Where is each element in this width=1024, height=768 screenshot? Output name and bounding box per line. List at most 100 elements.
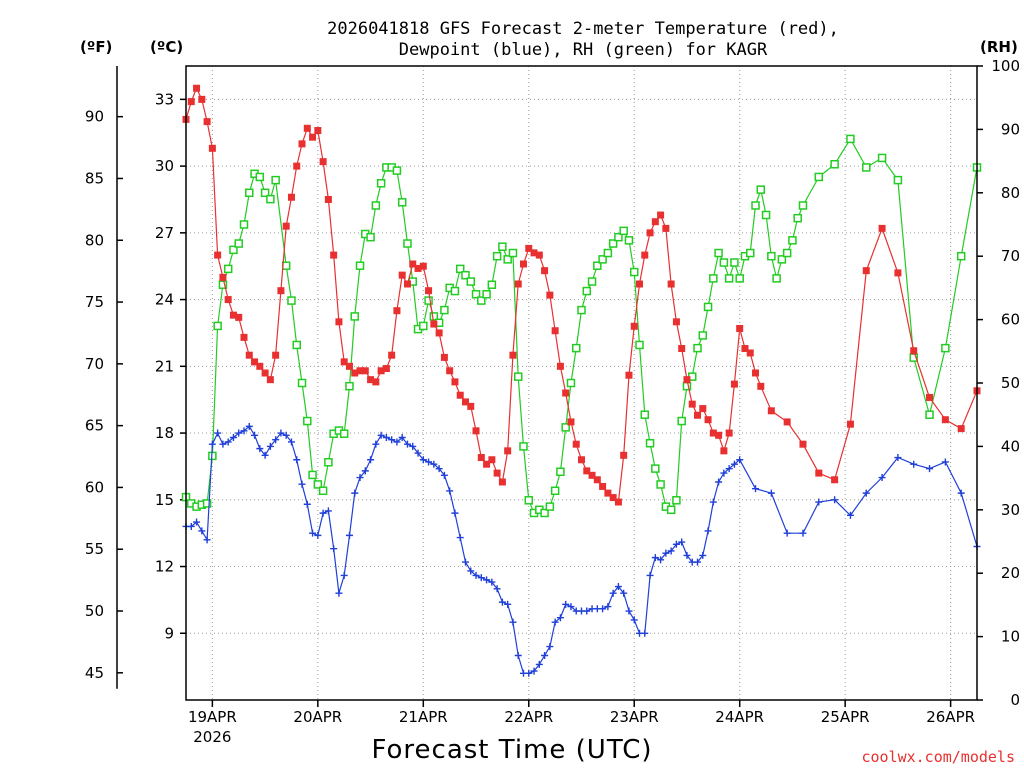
rh-point bbox=[577, 305, 586, 315]
rh-point bbox=[229, 245, 238, 255]
x-tick-label: 26APR bbox=[926, 708, 975, 726]
x-tick-label: 21APR bbox=[399, 708, 448, 726]
x-tick-label: 22APR bbox=[504, 708, 553, 726]
rh-point bbox=[703, 302, 713, 312]
dewpoint-point bbox=[535, 660, 543, 668]
temperature-point bbox=[498, 478, 506, 486]
rh-point bbox=[376, 179, 386, 188]
temperature-point bbox=[235, 313, 243, 321]
dewpoint-point bbox=[345, 531, 353, 539]
temperature-point bbox=[451, 378, 459, 386]
dewpoint-point bbox=[683, 551, 691, 559]
rh-point bbox=[292, 340, 301, 350]
temperature-point bbox=[240, 333, 248, 341]
dewpoint-point bbox=[477, 574, 485, 582]
temperature-point bbox=[593, 476, 601, 484]
temperature-point bbox=[578, 456, 585, 464]
dewpoint-point bbox=[525, 669, 533, 677]
rh-point bbox=[730, 258, 739, 267]
temperature-point bbox=[203, 118, 211, 126]
dewpoint-point bbox=[319, 509, 327, 517]
dewpoint-point bbox=[472, 571, 480, 579]
temperature-point bbox=[599, 482, 607, 490]
dewpoint-point bbox=[583, 607, 591, 615]
x-tick-label: 23APR bbox=[610, 708, 659, 726]
dewpoint-point bbox=[715, 478, 723, 486]
rh-point bbox=[714, 248, 723, 258]
rh-point bbox=[571, 343, 581, 353]
rh-point bbox=[424, 296, 433, 305]
dewpoint-point bbox=[709, 498, 717, 506]
rh-point bbox=[540, 508, 549, 518]
temperature-point bbox=[535, 251, 543, 259]
dewpoint-point bbox=[266, 442, 274, 450]
rh-point bbox=[777, 255, 787, 264]
dewpoint-point bbox=[303, 500, 311, 508]
dewpoint-point bbox=[957, 489, 965, 497]
dewpoint-point bbox=[599, 605, 607, 613]
temperature-point bbox=[303, 124, 311, 132]
rh-point bbox=[324, 458, 333, 467]
dewpoint-point bbox=[229, 434, 237, 442]
dewpoint-point bbox=[435, 465, 443, 473]
x-tick-label: 19APR bbox=[188, 708, 237, 726]
rh-point bbox=[318, 486, 328, 496]
temperature-point bbox=[435, 329, 443, 337]
unit-label-rh: (RH) bbox=[980, 38, 1018, 56]
chart-title-line-2: Dewpoint (blue), RH (green) for KAGR bbox=[399, 40, 768, 60]
dewpoint-point bbox=[514, 652, 522, 660]
dewpoint-point bbox=[567, 603, 575, 611]
dewpoint-point bbox=[941, 458, 949, 466]
temperature-point bbox=[752, 369, 760, 377]
dewpoint-point bbox=[251, 431, 259, 439]
fahrenheit-tick-label: 45 bbox=[85, 664, 104, 682]
rh-tick-label: 30 bbox=[1001, 501, 1020, 519]
temperature-point bbox=[667, 280, 675, 288]
temperature-point bbox=[314, 127, 322, 135]
fahrenheit-tick-label: 50 bbox=[85, 602, 104, 620]
rh-tick-label: 10 bbox=[1001, 628, 1020, 646]
dewpoint-point bbox=[456, 534, 464, 542]
dewpoint-point bbox=[377, 431, 385, 439]
temperature-point bbox=[488, 456, 496, 464]
temperature-point bbox=[477, 454, 485, 462]
dewpoint-point bbox=[240, 427, 248, 435]
rh-point bbox=[350, 312, 359, 321]
temperature-point bbox=[715, 431, 723, 439]
celsius-tick-label: 30 bbox=[155, 157, 174, 175]
rh-point bbox=[624, 236, 634, 245]
temperature-point bbox=[298, 140, 306, 148]
dewpoint-point bbox=[224, 438, 232, 446]
temperature-point bbox=[446, 367, 454, 375]
rh-point bbox=[303, 416, 312, 426]
rh-point bbox=[767, 251, 776, 261]
rh-point bbox=[877, 153, 887, 163]
rh-point bbox=[545, 502, 555, 511]
rh-point bbox=[366, 232, 375, 242]
fahrenheit-tick-label: 85 bbox=[85, 169, 104, 187]
dewpoint-point bbox=[198, 527, 206, 535]
dewpoint-point bbox=[672, 540, 680, 548]
celsius-tick-label: 33 bbox=[155, 90, 174, 108]
temperature-point bbox=[198, 95, 206, 103]
dewpoint-point bbox=[699, 551, 707, 559]
rh-point bbox=[719, 258, 729, 267]
rh-point bbox=[492, 251, 502, 261]
dewpoint-point bbox=[414, 449, 422, 457]
temperature-point bbox=[614, 498, 622, 506]
dewpoint-point bbox=[214, 429, 222, 437]
temperature-point bbox=[556, 362, 564, 370]
temperature-point bbox=[419, 262, 427, 270]
temperature-point bbox=[345, 362, 353, 370]
temperature-point bbox=[493, 469, 501, 477]
dewpoint-point bbox=[219, 440, 227, 448]
rh-point bbox=[287, 296, 296, 305]
temperature-point bbox=[741, 345, 749, 353]
celsius-tick-label: 24 bbox=[155, 291, 174, 309]
rh-point bbox=[735, 274, 744, 283]
temperature-point bbox=[725, 429, 733, 437]
dewpoint-point bbox=[382, 434, 390, 442]
temperature-point bbox=[483, 460, 491, 468]
dewpoint-point bbox=[736, 456, 744, 464]
dewpoint-point bbox=[862, 489, 870, 497]
